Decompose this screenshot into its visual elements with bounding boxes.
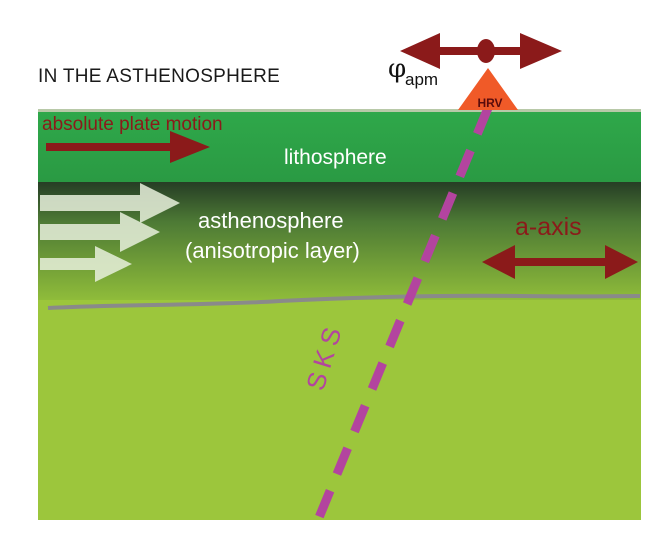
sks-ray-path — [313, 106, 493, 522]
phi-apm-arrow — [400, 33, 562, 69]
flow-arrow-3 — [40, 246, 132, 282]
flow-arrow-1 — [40, 183, 180, 223]
phi-symbol: φ — [388, 54, 407, 84]
hrv-station-label: HRV — [477, 96, 503, 110]
diagram-title: IN THE ASTHENOSPHERE — [38, 66, 281, 87]
lithosphere-label: lithosphere — [284, 146, 387, 169]
plate-motion-arrow — [46, 131, 210, 163]
flow-arrows — [40, 183, 180, 282]
absolute-plate-motion-label: absolute plate motion — [42, 114, 223, 135]
asthenosphere-base-line — [47, 293, 641, 310]
asthenosphere-label: asthenosphere — [198, 208, 344, 233]
a-axis-arrow — [482, 245, 638, 279]
a-axis-label: a-axis — [515, 213, 582, 241]
hrv-station-triangle — [458, 68, 518, 110]
phi-subscript: apm — [405, 70, 439, 89]
surface-line — [38, 109, 641, 112]
anisotropic-layer-label: (anisotropic layer) — [185, 238, 360, 263]
flow-arrow-2 — [40, 212, 160, 252]
